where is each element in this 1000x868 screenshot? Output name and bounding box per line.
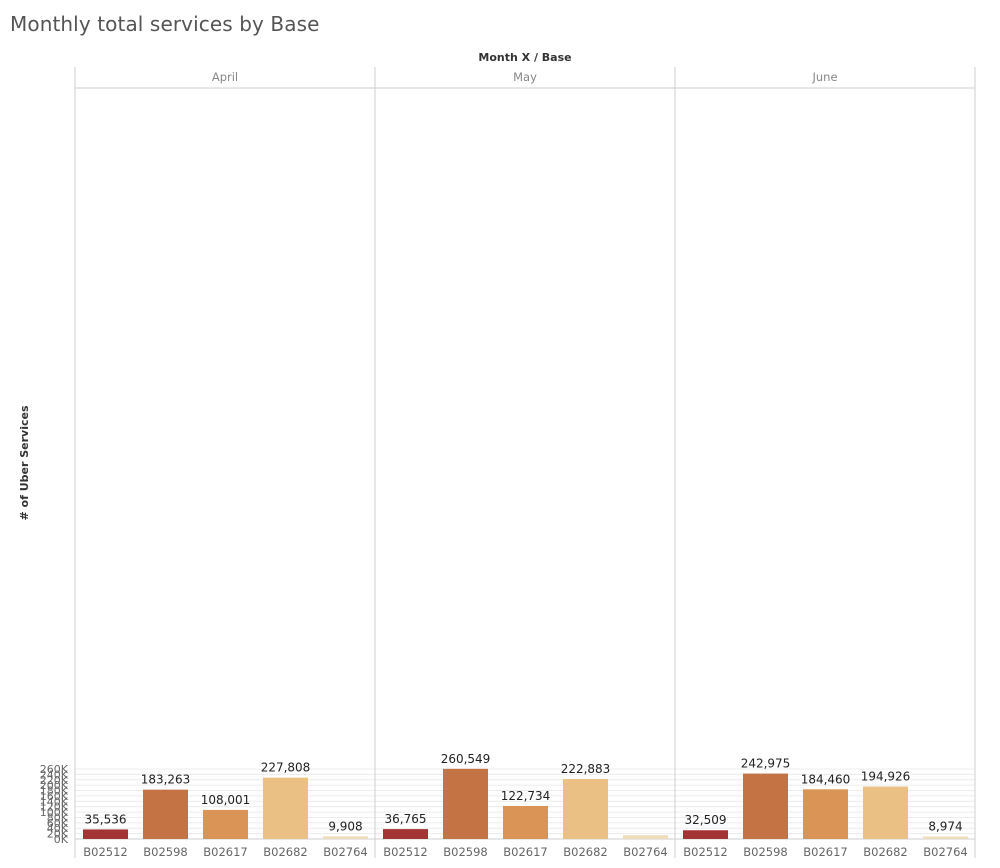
data-label: 260,549 bbox=[441, 752, 491, 766]
data-label: 184,460 bbox=[801, 772, 851, 786]
x-category-label: B02617 bbox=[503, 845, 547, 859]
x-category-label: B02598 bbox=[143, 845, 187, 859]
bar-june-b02598 bbox=[743, 773, 788, 839]
x-category-label: B02617 bbox=[803, 845, 847, 859]
x-category-label: B02512 bbox=[683, 845, 727, 859]
data-label: 9,908 bbox=[328, 819, 362, 833]
bar-may-b02512 bbox=[383, 829, 428, 839]
y-tick-label: 140K bbox=[40, 795, 69, 808]
axes: 0K20K40K60K80K100K120K140K160K180K200K22… bbox=[40, 70, 968, 859]
y-axis-title: # of Uber Services bbox=[18, 405, 31, 520]
bar-april-b02617 bbox=[203, 809, 248, 839]
bar-may-b02617 bbox=[503, 805, 548, 839]
data-label: 122,734 bbox=[501, 789, 551, 803]
bar-april-b02512 bbox=[83, 829, 128, 839]
bar-april-b02682 bbox=[263, 777, 308, 839]
data-label: 36,765 bbox=[385, 812, 427, 826]
y-tick-label: 220K bbox=[40, 774, 69, 787]
bar-april-b02598 bbox=[143, 789, 188, 839]
x-category-label: B02598 bbox=[743, 845, 787, 859]
data-label: 227,808 bbox=[261, 761, 311, 775]
bar-may-b02764 bbox=[623, 835, 668, 839]
panel-header-may: May bbox=[513, 70, 537, 84]
data-label: 242,975 bbox=[741, 757, 791, 771]
bar-may-b02598 bbox=[443, 768, 488, 839]
data-label: 8,974 bbox=[928, 820, 962, 834]
data-label: 222,883 bbox=[561, 762, 611, 776]
data-label: 183,263 bbox=[141, 773, 191, 787]
panel-header-june: June bbox=[811, 70, 837, 84]
panel-frames bbox=[74, 67, 976, 858]
x-category-label: B02682 bbox=[863, 845, 907, 859]
x-category-label: B02764 bbox=[323, 845, 367, 859]
data-label: 108,001 bbox=[201, 793, 251, 807]
bar-april-b02764 bbox=[323, 836, 368, 839]
chart-title: Monthly total services by Base bbox=[10, 12, 320, 36]
panel-header-april: April bbox=[212, 70, 238, 84]
bar-june-b02512 bbox=[683, 830, 728, 839]
column-header: Month X / Base bbox=[478, 51, 571, 64]
data-label: 32,509 bbox=[685, 813, 727, 827]
bar-june-b02764 bbox=[923, 836, 968, 839]
x-category-label: B02598 bbox=[443, 845, 487, 859]
bar-june-b02682 bbox=[863, 786, 908, 839]
y-tick-label: 100K bbox=[40, 806, 69, 819]
y-tick-label: 260K bbox=[40, 763, 69, 776]
y-tick-label: 20K bbox=[47, 828, 69, 841]
y-tick-label: 180K bbox=[40, 785, 69, 798]
y-tick-label: 40K bbox=[47, 822, 69, 835]
x-category-label: B02682 bbox=[563, 845, 607, 859]
y-tick-label: 80K bbox=[47, 811, 69, 824]
y-tick-label: 120K bbox=[40, 801, 69, 814]
x-category-label: B02512 bbox=[83, 845, 127, 859]
bar-june-b02617 bbox=[803, 789, 848, 839]
y-tick-label: 160K bbox=[40, 790, 69, 803]
bar-may-b02682 bbox=[563, 778, 608, 839]
y-tick-label: 240K bbox=[40, 768, 69, 781]
x-category-label: B02764 bbox=[623, 845, 667, 859]
x-category-label: B02512 bbox=[383, 845, 427, 859]
x-category-label: B02764 bbox=[923, 845, 967, 859]
y-tick-label: 200K bbox=[40, 779, 69, 792]
y-tick-label: 0K bbox=[54, 833, 69, 846]
data-label: 194,926 bbox=[861, 770, 911, 784]
x-category-label: B02682 bbox=[263, 845, 307, 859]
data-label: 35,536 bbox=[85, 812, 127, 826]
data-labels: 35,536 183,263 108,001 227,808 9,908 36,765 26… bbox=[85, 752, 963, 834]
x-category-label: B02617 bbox=[203, 845, 247, 859]
y-tick-label: 60K bbox=[47, 817, 69, 830]
bars bbox=[83, 768, 968, 839]
